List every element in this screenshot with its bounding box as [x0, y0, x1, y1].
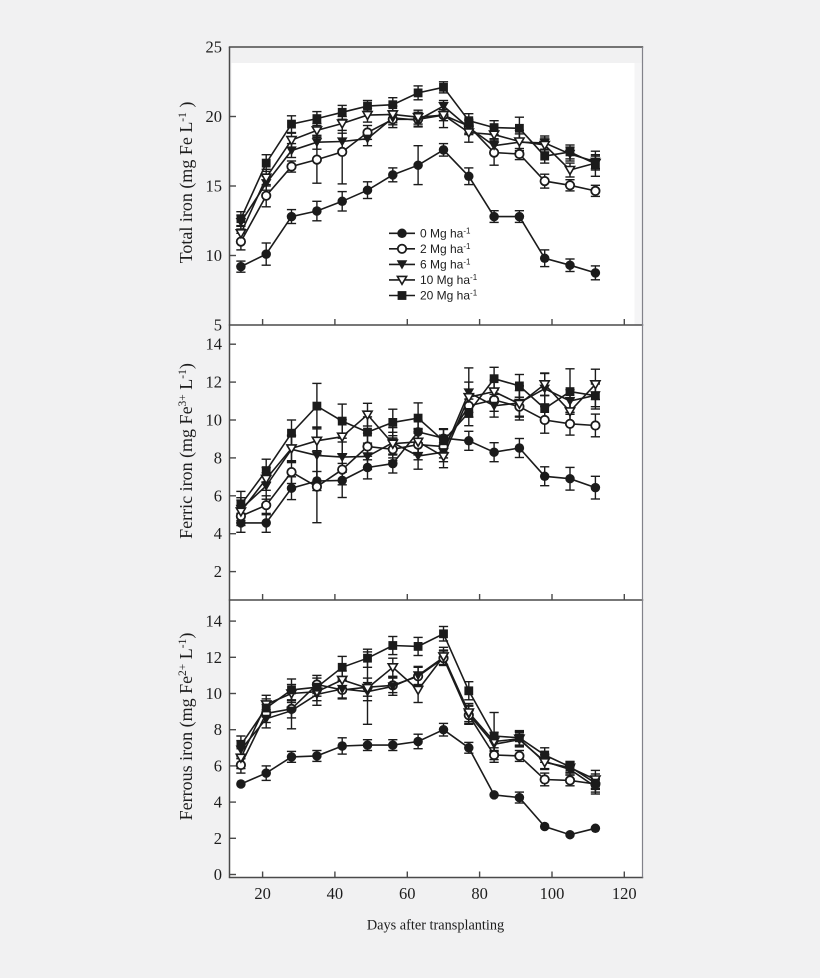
- svg-text:12: 12: [206, 648, 223, 667]
- svg-text:6: 6: [214, 756, 222, 775]
- svg-text:2: 2: [214, 562, 222, 581]
- svg-text:Ferrous iron (mg Fe2+ L-1): Ferrous iron (mg Fe2+ L-1): [176, 633, 197, 821]
- svg-text:25: 25: [206, 38, 223, 57]
- svg-text:6 Mg ha-1: 6 Mg ha-1: [420, 257, 471, 272]
- svg-text:2 Mg ha-1: 2 Mg ha-1: [420, 242, 471, 257]
- svg-text:80: 80: [471, 884, 488, 903]
- svg-text:14: 14: [206, 335, 223, 354]
- svg-text:8: 8: [214, 448, 222, 467]
- svg-text:15: 15: [206, 177, 223, 196]
- svg-text:20 Mg ha-1: 20 Mg ha-1: [420, 288, 478, 303]
- svg-text:Total iron (mg Fe L-1 ): Total iron (mg Fe L-1 ): [176, 102, 197, 264]
- svg-text:4: 4: [214, 793, 222, 812]
- svg-text:Days after transplanting: Days after transplanting: [367, 918, 504, 934]
- svg-text:5: 5: [214, 316, 222, 335]
- svg-text:0 Mg ha-1: 0 Mg ha-1: [420, 226, 471, 241]
- svg-text:10 Mg ha-1: 10 Mg ha-1: [420, 273, 478, 288]
- svg-text:100: 100: [540, 884, 565, 903]
- svg-text:6: 6: [214, 486, 222, 505]
- svg-text:0: 0: [214, 865, 222, 884]
- svg-text:120: 120: [612, 884, 637, 903]
- svg-text:40: 40: [327, 884, 344, 903]
- svg-text:12: 12: [206, 373, 223, 392]
- svg-text:20: 20: [254, 884, 271, 903]
- svg-text:4: 4: [214, 524, 222, 543]
- svg-text:Ferric iron (mg Fe3+ L-1): Ferric iron (mg Fe3+ L-1): [176, 363, 197, 539]
- svg-text:10: 10: [206, 684, 223, 703]
- svg-text:20: 20: [206, 107, 223, 126]
- svg-text:10: 10: [206, 411, 223, 430]
- svg-text:10: 10: [206, 246, 223, 265]
- svg-text:60: 60: [399, 884, 416, 903]
- svg-text:14: 14: [206, 612, 223, 631]
- svg-text:8: 8: [214, 720, 222, 739]
- svg-text:2: 2: [214, 829, 222, 848]
